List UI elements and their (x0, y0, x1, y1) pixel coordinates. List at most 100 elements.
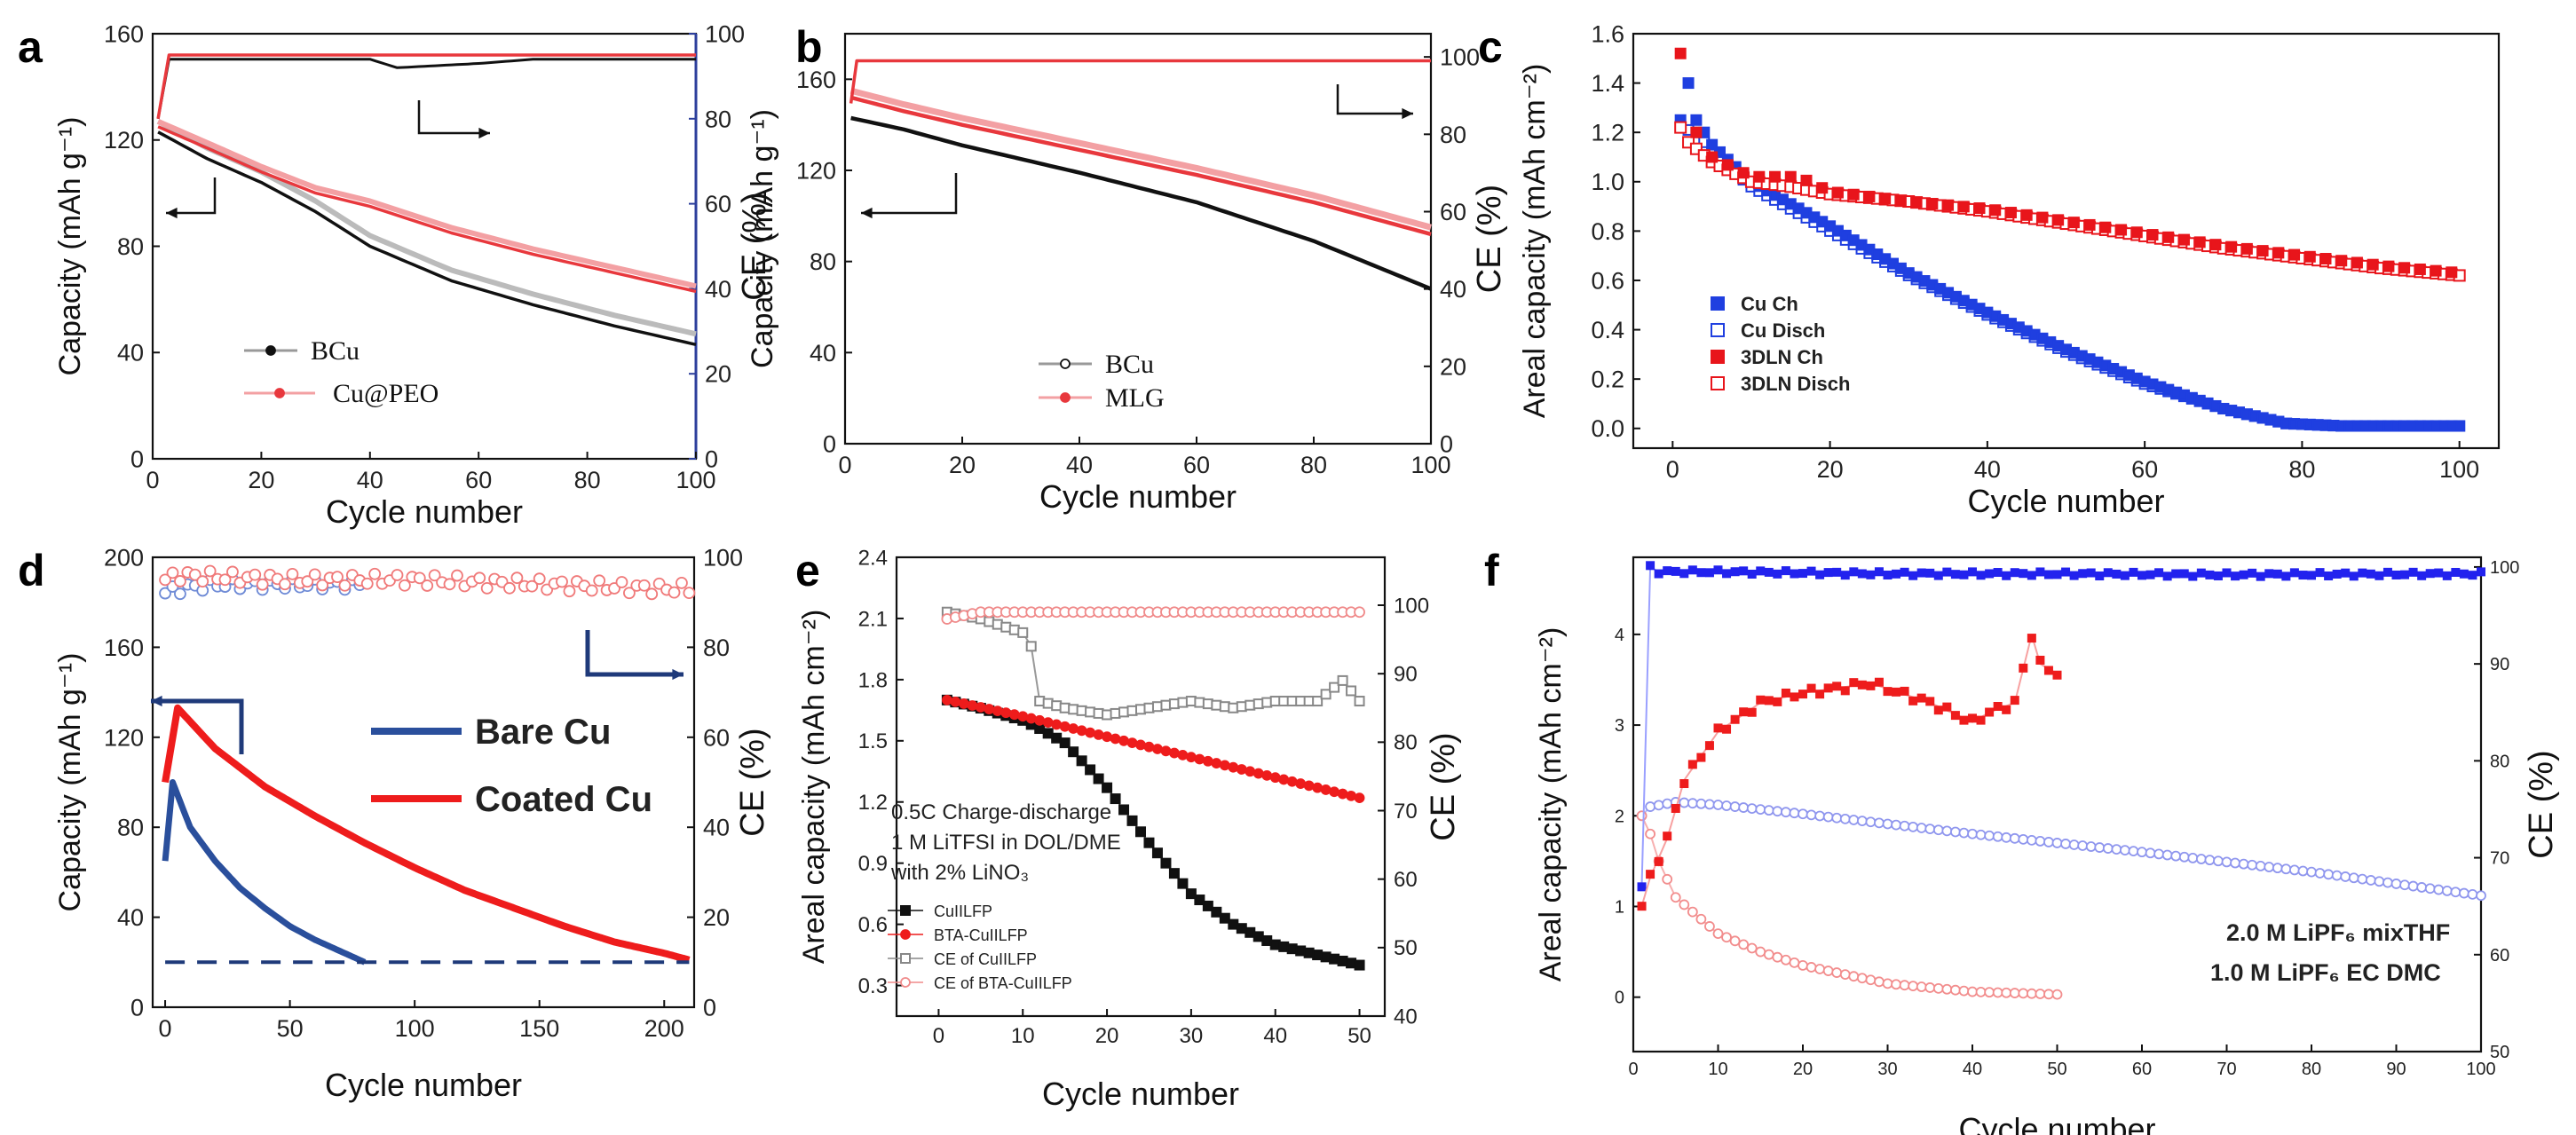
thf-ce-point (1968, 567, 1977, 577)
legend-marker-bcu (1060, 359, 1071, 369)
thf-ce-point (1637, 882, 1647, 892)
ecdmc-capacity-point (1806, 962, 1817, 973)
coated-cu-ce-point (279, 578, 291, 591)
legend-marker-bcu (265, 345, 276, 356)
cupeo-capacity-line (157, 125, 697, 294)
ecdmc-capacity-point (1763, 949, 1774, 960)
arrow-right-axis (417, 100, 490, 135)
x-tick-label: 150 (519, 1015, 559, 1042)
ecdmc-ce-point (1866, 681, 1876, 690)
ecdmc-capacity-point (1738, 939, 1750, 950)
thf-ce-point (2239, 570, 2248, 579)
3dln-ch-point (2446, 266, 2458, 279)
ecdmc-capacity-point (2026, 988, 2037, 999)
coated-cu-ce-point (645, 587, 659, 601)
bta-point (1219, 760, 1230, 771)
thf-capacity-point (2043, 837, 2054, 847)
y-tick-label: 0.4 (1591, 317, 1624, 343)
thf-ce-point (1704, 568, 1714, 578)
ecdmc-ce-point (1968, 713, 1977, 723)
ce-cuiilfp-point (1017, 627, 1029, 638)
bta-point (992, 705, 1003, 716)
bta-point (958, 698, 969, 709)
x-axis-label: Cycle number (1967, 483, 2164, 519)
bare-cu-capacity-line (162, 779, 367, 966)
bta-point (1236, 764, 1247, 775)
thf-capacity-point (2288, 864, 2300, 876)
ecdmc-capacity-point (1941, 983, 1953, 995)
thf-ce-point (2477, 567, 2485, 577)
thf-ce-point (2298, 571, 2308, 580)
x-tick-label: 100 (2466, 1060, 2495, 1079)
bta-point (1252, 768, 1264, 779)
y-tick-label: 1.6 (1591, 20, 1624, 47)
coated-cu-ce-point (203, 564, 217, 578)
thf-ce-point (2027, 571, 2036, 580)
3dln-ch-point (1816, 182, 1829, 194)
annotation-line: 0.5C Charge-discharge (891, 800, 1111, 824)
thf-capacity-point (1746, 803, 1758, 814)
thf-capacity-point (2001, 832, 2012, 843)
arrow-left-axis-head (166, 207, 178, 219)
cuiilfp-point (1177, 878, 1189, 889)
ecdmc-ce-point (1747, 707, 1757, 717)
3dln-ch-point (2288, 248, 2301, 261)
bcu-shadow (156, 119, 697, 337)
thf-capacity-point (1729, 801, 1741, 812)
ecdmc-ce-point (1646, 870, 1655, 879)
y-tick-label: 1.4 (1591, 70, 1624, 97)
arrow-left-axis-head (151, 695, 162, 707)
ecdmc-ce-point (1722, 724, 1732, 734)
y2-tick-label: 50 (1394, 936, 1418, 960)
cuiilfp-point (1059, 737, 1071, 749)
x-axis-label: Cycle number (1039, 478, 1237, 515)
plot-frame (1632, 32, 2501, 450)
thf-ce-point (1646, 561, 1655, 571)
ecdmc-ce-point (1823, 683, 1833, 693)
x-tick-label: 20 (1793, 1060, 1813, 1079)
cuiilfp-point (1202, 900, 1213, 911)
coated-cu-ce-point (637, 579, 651, 592)
bta-point (1102, 731, 1112, 743)
ecdmc-ce-point (1815, 690, 1825, 699)
thf-capacity-point (2145, 847, 2156, 859)
ecdmc-capacity-point (1865, 974, 1877, 986)
coated-cu-ce-point (585, 584, 598, 597)
thf-capacity-point (2340, 871, 2351, 882)
thf-capacity-point (2467, 888, 2478, 900)
y2-tick-label: 20 (705, 361, 731, 388)
legend-marker-2 (900, 953, 911, 964)
ecdmc-ce-point (1942, 702, 1952, 712)
ecdmc-ce-point (1832, 682, 1842, 691)
3dln-ch-point (2303, 250, 2316, 263)
thf-ce-point (2086, 568, 2096, 578)
thf-ce-point (2120, 571, 2130, 580)
legend-label-1: BTA-CuIILFP (934, 926, 1028, 944)
3dln-ch-point (1831, 186, 1844, 199)
y-tick-label: 160 (104, 634, 144, 661)
thf-ce-point (1773, 569, 1782, 579)
thf-ce-point (2019, 569, 2028, 579)
thf-capacity-point (2026, 834, 2037, 846)
3dln-ch-point (2020, 209, 2033, 221)
thf-ce-point (2179, 569, 2189, 579)
y2-tick-label: 90 (2490, 655, 2509, 674)
coated-cu-ce-point (256, 578, 269, 591)
bta-point (984, 704, 995, 714)
y-tick-label: 120 (104, 724, 144, 751)
legend-label-coated-cu: Coated Cu (475, 780, 652, 819)
arrow-right-axis (1336, 84, 1413, 115)
ecdmc-ce-point (1976, 715, 1986, 725)
bta-point (1312, 782, 1324, 793)
coated-cu-ce-point (249, 568, 262, 581)
bta-point (1295, 778, 1307, 789)
3dln-ch-point (1863, 190, 1876, 202)
cu-ch-point (1706, 138, 1719, 151)
arrow-left-axis (861, 173, 958, 215)
x-tick-label: 80 (1300, 452, 1327, 478)
y-tick-label: 1.2 (1591, 120, 1624, 146)
y2-tick-label: 80 (1440, 122, 1466, 148)
ecdmc-capacity-point (1789, 957, 1800, 968)
thf-ce-point (2145, 570, 2155, 579)
x-tick-label: 200 (644, 1015, 684, 1042)
